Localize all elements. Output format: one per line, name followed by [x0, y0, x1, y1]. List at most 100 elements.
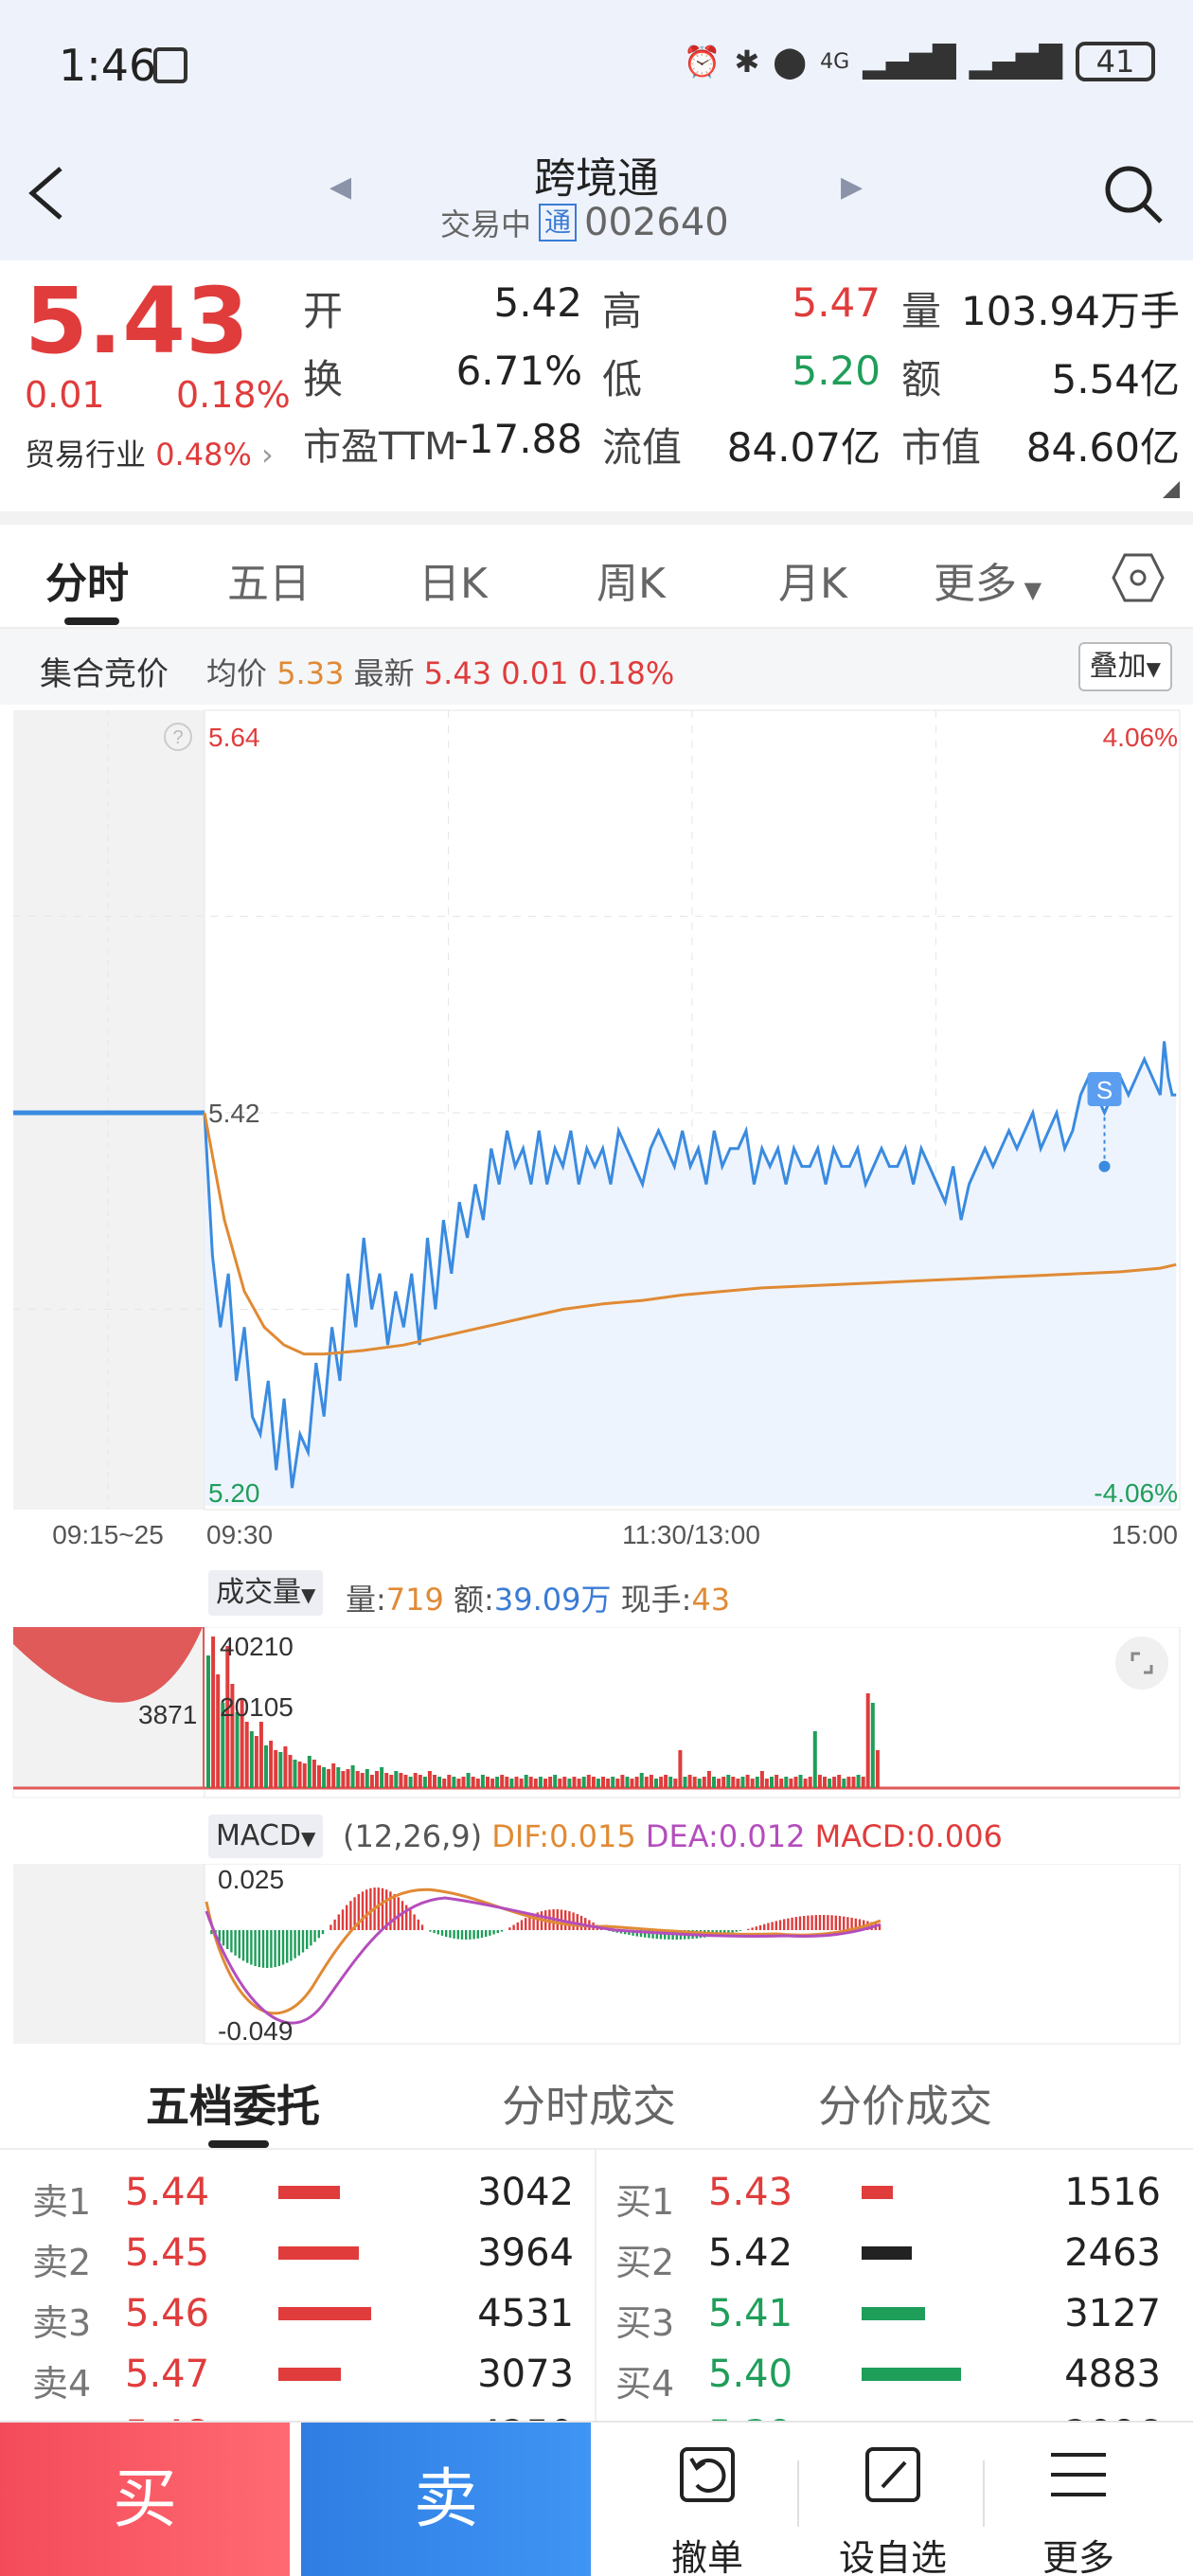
sell-level-price: 5.47 — [125, 2352, 210, 2396]
prev-stock-arrow-icon[interactable]: ◀ — [329, 170, 352, 204]
volume-bar — [755, 1777, 759, 1788]
volume-bar — [293, 1760, 297, 1788]
macd-chart[interactable]: 0.025 -0.049 — [0, 1864, 1193, 2048]
volume-bar — [615, 1779, 620, 1788]
volume-bar — [230, 1684, 235, 1788]
macd-bar — [758, 1924, 762, 1930]
volume-bar — [634, 1777, 639, 1788]
buy-level-row[interactable]: 买3 5.41 3127 — [615, 2284, 1161, 2345]
search-icon[interactable] — [1100, 161, 1166, 227]
volume-label: 量 — [901, 288, 942, 334]
y-tick-low: 5.20 — [208, 1478, 260, 1508]
macd-bar — [747, 1928, 750, 1930]
add-watchlist-button[interactable]: 设自选 — [812, 2423, 973, 2576]
low-label: 低 — [602, 356, 643, 402]
volume-bar — [384, 1773, 389, 1788]
tab-time-trades[interactable]: 分时成交 — [502, 2081, 676, 2132]
buy-button[interactable]: 买 — [0, 2423, 290, 2576]
volume-bar — [403, 1775, 408, 1788]
expand-corner-icon[interactable] — [1163, 481, 1180, 498]
macd-bar — [532, 1914, 535, 1930]
volume-bar — [399, 1773, 403, 1788]
volume-bar — [206, 1655, 210, 1788]
caret-down-icon: ▼ — [301, 1583, 316, 1606]
expand-icon[interactable] — [1115, 1637, 1168, 1690]
macd-bar — [579, 1915, 583, 1930]
macd-bar — [632, 1930, 634, 1936]
sell-level-row[interactable]: 卖1 5.44 3042 — [32, 2163, 574, 2224]
buy-level-bar — [862, 2246, 912, 2260]
macd-bar — [357, 1894, 360, 1930]
signal-icon: ▂▄▆█ — [863, 44, 956, 80]
hand-label: 现手: — [620, 1582, 692, 1618]
network-label: 4G — [820, 49, 850, 74]
volume-chart[interactable]: 40210 20105 3871 — [0, 1627, 1193, 1807]
tab-price-trades[interactable]: 分价成交 — [818, 2081, 992, 2132]
stock-header: ◀ 跨境通 交易中 通 002640 ▶ — [0, 142, 1193, 260]
macd-bar — [274, 1930, 276, 1968]
sell-level-row[interactable]: 卖4 5.47 3073 — [32, 2345, 574, 2406]
tab-monthly-k[interactable]: 月K — [778, 560, 847, 608]
tab-intraday[interactable]: 分时 — [45, 560, 129, 608]
buy-level-row[interactable]: 买4 5.40 4883 — [615, 2345, 1161, 2406]
back-icon[interactable] — [23, 163, 74, 224]
overlay-button[interactable]: 叠加▼ — [1077, 642, 1172, 691]
volume-bar — [639, 1773, 644, 1788]
macd-bar — [313, 1930, 316, 1942]
sell-level-row[interactable]: 卖3 5.46 4531 — [32, 2284, 574, 2345]
macd-bar — [381, 1887, 384, 1930]
macd-bar — [787, 1918, 790, 1930]
settings-hex-icon[interactable] — [1112, 551, 1165, 604]
macd-bar — [301, 1930, 305, 1953]
macd-bar — [210, 1930, 213, 1935]
volume-bar — [586, 1775, 591, 1788]
tab-five-levels[interactable]: 五档委托 — [146, 2081, 320, 2132]
macd-bar — [655, 1930, 658, 1940]
signal-marker-icon — [1087, 1072, 1122, 1106]
macd-bar — [389, 1891, 392, 1930]
macd-bar — [823, 1915, 826, 1930]
tong-badge: 通 — [539, 204, 578, 242]
buy-level-row[interactable]: 买1 5.43 1516 — [615, 2163, 1161, 2224]
intraday-chart[interactable]: ? S 5.64 5.42 5.20 4.06% -4.06% 09:15~25 09:30… — [0, 705, 1193, 1576]
help-icon[interactable] — [164, 723, 192, 751]
macd-bar — [361, 1891, 365, 1930]
macd-bar — [794, 1917, 797, 1930]
volume-bar — [341, 1771, 346, 1788]
status-bar: 1:46 ⏰ ✱ ⬤ 4G ▂▄▆█ ▂▄▆█ 41 — [0, 0, 1193, 142]
tab-more[interactable]: 更多 ▼ — [934, 549, 1042, 610]
volume-bar — [832, 1777, 837, 1788]
macd-bar — [791, 1917, 793, 1930]
volume-indicator-button[interactable]: 成交量▼ — [208, 1570, 324, 1616]
volume-bar — [466, 1773, 471, 1788]
tab-weekly-k[interactable]: 周K — [596, 560, 666, 608]
macd-bar — [775, 1921, 777, 1930]
more-button[interactable]: 更多 — [998, 2423, 1159, 2576]
tab-five-day[interactable]: 五日 — [227, 560, 311, 608]
volume-bar — [654, 1779, 658, 1788]
macd-bar — [349, 1901, 352, 1930]
pe-label: 市盈TTM — [303, 425, 457, 469]
macd-bar — [440, 1930, 444, 1936]
sell-level-qty: 3073 — [477, 2352, 574, 2396]
macd-bar — [250, 1930, 253, 1965]
macd-bar — [854, 1918, 857, 1930]
industry-link[interactable]: 贸易行业 0.48% › — [25, 431, 274, 474]
sell-level-price: 5.45 — [125, 2231, 210, 2275]
book-divider — [595, 2150, 596, 2424]
macd-bar — [472, 1930, 475, 1940]
tab-daily-k[interactable]: 日K — [418, 560, 488, 608]
volume-bar — [500, 1775, 505, 1788]
macd-bar — [755, 1926, 757, 1930]
macd-indicator-button[interactable]: MACD▼ — [208, 1815, 324, 1858]
buy-level-label: 买2 — [615, 2242, 675, 2283]
sell-level-row[interactable]: 卖2 5.45 3964 — [32, 2224, 574, 2284]
volume-bar — [717, 1779, 721, 1788]
buy-level-qty: 3127 — [1064, 2292, 1161, 2335]
macd-bar — [512, 1924, 515, 1930]
buy-level-row[interactable]: 买2 5.42 2463 — [615, 2224, 1161, 2284]
cancel-order-button[interactable]: 撤单 — [627, 2423, 788, 2576]
volume-bar — [269, 1741, 274, 1788]
next-stock-arrow-icon[interactable]: ▶ — [841, 170, 864, 204]
sell-button[interactable]: 卖 — [301, 2423, 591, 2576]
